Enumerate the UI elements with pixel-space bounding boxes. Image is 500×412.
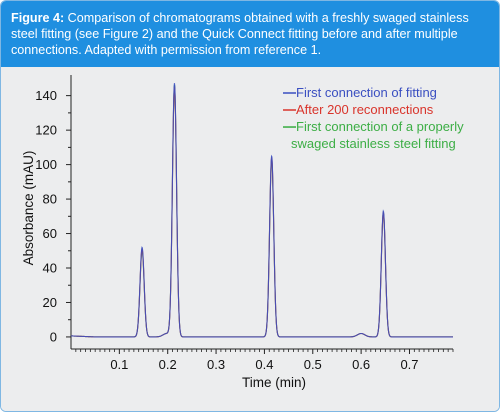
legend: First connection of fitting After 200 rec… — [283, 85, 464, 151]
y-tick-label: 100 — [35, 157, 57, 172]
caption-text: Comparison of chromatograms obtained wit… — [11, 11, 469, 57]
y-tick-label: 140 — [35, 88, 57, 103]
legend-label-3: swaged stainless steel fitting — [291, 136, 456, 151]
y-tick-label: 0 — [50, 329, 57, 344]
traces — [70, 83, 453, 338]
axes: 0 20 40 60 80 100 120 140 0.1 0.2 0.3 0.4 0.5 0.6 0.7 — [35, 75, 454, 372]
chart-area: 0 20 40 60 80 100 120 140 0.1 0.2 0.3 0.4 0.5 0.6 0.7 … — [1, 67, 499, 411]
x-tick-label: 0.1 — [110, 357, 128, 372]
legend-label-3: First connection of a properly — [296, 119, 464, 134]
caption-label: Figure 4: — [11, 11, 65, 25]
trace-line-1 — [70, 83, 453, 338]
legend-label-2: After 200 reconnections — [296, 102, 434, 117]
x-tick-label: 0.4 — [255, 357, 273, 372]
y-tick-label: 120 — [35, 123, 57, 138]
y-tick-label: 80 — [43, 192, 57, 207]
x-tick-label: 0.6 — [352, 357, 370, 372]
x-tick-label: 0.2 — [159, 357, 177, 372]
figure-caption: Figure 4: Comparison of chromatograms ob… — [1, 1, 499, 67]
y-axis-label: Absorbance (mAU) — [21, 151, 36, 266]
y-tick-label: 60 — [43, 226, 57, 241]
y-tick-label: 40 — [43, 261, 57, 276]
x-tick-label: 0.3 — [207, 357, 225, 372]
legend-label-1: First connection of fitting — [296, 85, 437, 100]
x-tick-label: 0.7 — [400, 357, 418, 372]
x-axis-label: Time (min) — [242, 375, 306, 390]
x-tick-label: 0.5 — [304, 357, 322, 372]
y-tick-label: 20 — [43, 295, 57, 310]
